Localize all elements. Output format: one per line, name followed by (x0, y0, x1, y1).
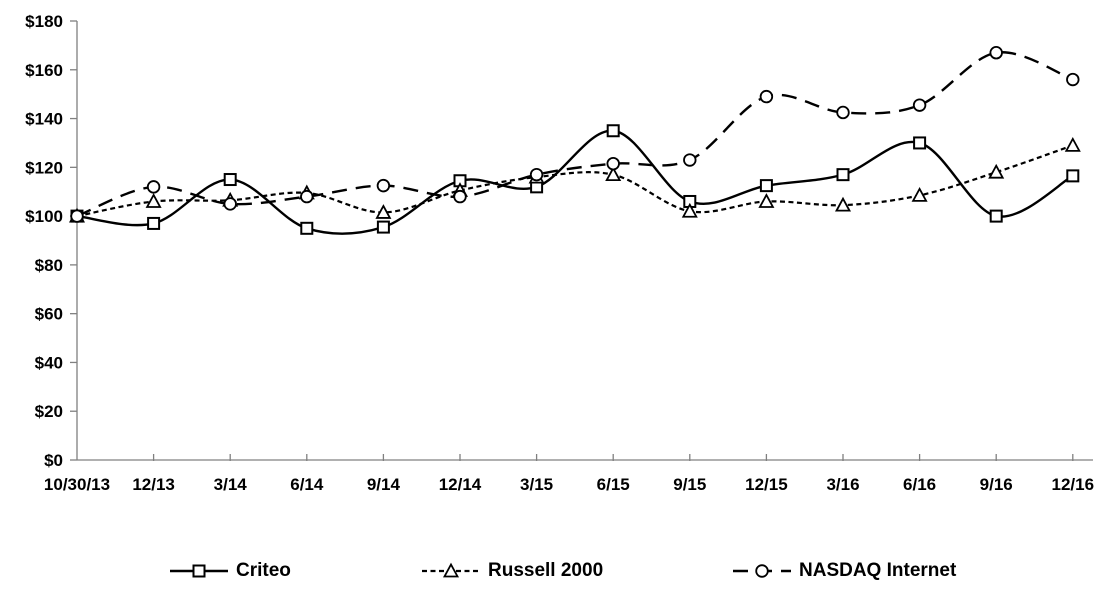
legend-label-criteo: Criteo (236, 560, 291, 581)
x-axis-tick-label: 9/16 (980, 475, 1013, 494)
data-point-circle-nasdaq-internet (453, 189, 467, 204)
legend-item-russell-2000: Russell 2000 (422, 554, 603, 588)
data-point-circle-nasdaq-internet (70, 209, 84, 223)
x-axis-tick-label: 3/14 (214, 475, 248, 494)
data-point-circle-nasdaq-internet (989, 46, 1003, 60)
x-axis-tick-label: 6/16 (903, 475, 936, 494)
russell-2000-line-sample-icon (422, 562, 480, 578)
performance-line-chart: $0 $20 $40 $60 $80 $100 $120 $140 $160 $180 10/30/… (25, 12, 1095, 494)
legend-marker-circle (755, 564, 769, 578)
data-point-square-criteo (147, 216, 161, 230)
data-point-circle-nasdaq-internet (759, 89, 774, 104)
chart-legend: Criteo Russell 2000 NASDAQ Internet (0, 554, 1107, 588)
y-axis-tick-label: $20 (35, 402, 63, 421)
data-point-circle-nasdaq-internet (836, 105, 850, 120)
data-point-triangle-russell-2000 (605, 166, 622, 182)
data-point-triangle-russell-2000 (758, 193, 775, 208)
x-axis-tick-label: 9/14 (367, 475, 401, 494)
nasdaq-internet-line-sample-icon (733, 564, 791, 578)
data-point-square-criteo (606, 124, 620, 138)
legend-marker-square (192, 564, 206, 578)
y-axis-tick-label: $180 (25, 12, 63, 31)
data-point-circle-nasdaq-internet (146, 180, 161, 194)
x-axis-tick-label: 6/14 (290, 475, 324, 494)
x-axis-tick-label: 6/15 (597, 475, 630, 494)
x-axis-tick-label: 9/15 (673, 475, 706, 494)
data-point-triangle-russell-2000 (681, 202, 698, 218)
data-point-square-criteo (989, 209, 1003, 223)
data-point-circle-nasdaq-internet (606, 156, 620, 171)
data-point-square-criteo (223, 173, 237, 187)
y-axis-tick-label: $140 (25, 110, 63, 129)
y-axis-tick-label: $60 (35, 305, 63, 324)
x-axis-tick-label: 12/13 (132, 475, 175, 494)
y-axis-tick-label: $100 (25, 207, 63, 226)
data-point-square-criteo (300, 221, 314, 235)
data-point-square-criteo (1066, 169, 1080, 183)
x-axis-tick-label: 12/16 (1052, 475, 1095, 494)
y-axis-tick-label: $0 (44, 451, 63, 470)
legend-item-nasdaq-internet: NASDAQ Internet (733, 554, 956, 588)
data-point-triangle-russell-2000 (1064, 136, 1081, 152)
y-axis-tick-label: $120 (25, 158, 63, 177)
data-point-circle-nasdaq-internet (376, 178, 391, 193)
x-axis-tick-label: 3/16 (826, 475, 859, 494)
data-point-square-criteo (376, 220, 390, 234)
data-point-circle-nasdaq-internet (223, 197, 237, 211)
data-point-triangle-russell-2000 (834, 196, 852, 212)
legend-label-nasdaq-internet: NASDAQ Internet (799, 560, 957, 581)
data-point-circle-nasdaq-internet (529, 167, 544, 182)
data-point-circle-nasdaq-internet (300, 189, 314, 204)
x-axis-tick-label: 10/30/13 (44, 475, 110, 494)
data-point-circle-nasdaq-internet (1066, 72, 1080, 87)
x-axis-tick-label: 12/15 (745, 475, 788, 494)
y-axis-tick-label: $160 (25, 61, 63, 80)
data-point-triangle-russell-2000 (145, 193, 162, 208)
series-line-nasdaq-internet (76, 51, 1074, 218)
y-axis-tick-label: $40 (35, 353, 63, 372)
legend-item-criteo: Criteo (170, 554, 291, 588)
data-point-square-criteo (913, 136, 927, 150)
data-point-square-criteo (836, 168, 850, 182)
y-axis-tick-label: $80 (35, 256, 63, 275)
legend-label-russell-2000: Russell 2000 (488, 560, 604, 581)
x-axis-tick-label: 12/14 (439, 475, 482, 494)
legend-marker-triangle (442, 562, 460, 578)
data-point-square-criteo (759, 179, 773, 193)
x-axis-tick-label: 3/15 (520, 475, 553, 494)
data-point-triangle-russell-2000 (911, 186, 928, 202)
data-point-circle-nasdaq-internet (683, 153, 697, 167)
data-point-triangle-russell-2000 (988, 163, 1005, 179)
criteo-line-sample-icon (170, 564, 228, 578)
data-point-circle-nasdaq-internet (912, 98, 927, 112)
data-point-triangle-russell-2000 (375, 204, 392, 219)
